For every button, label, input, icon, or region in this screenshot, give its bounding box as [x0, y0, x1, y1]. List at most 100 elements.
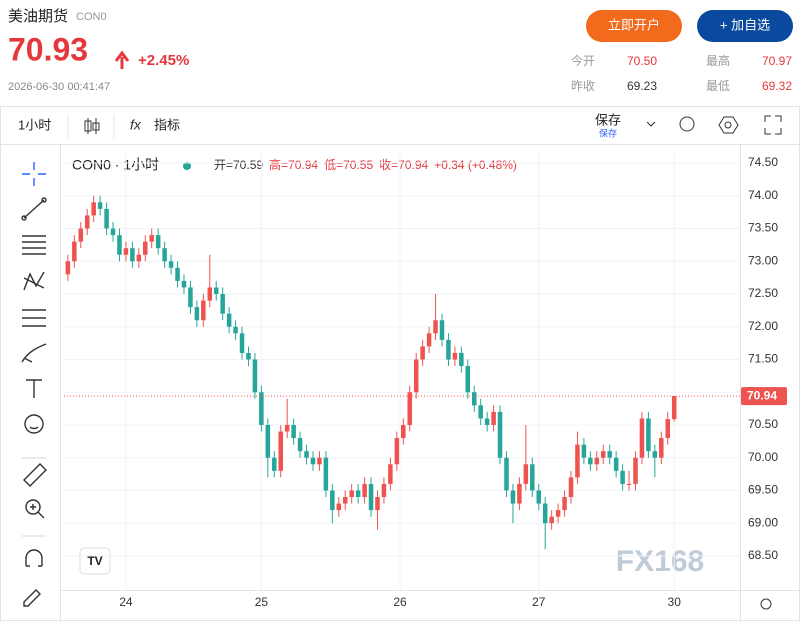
candle-body — [555, 510, 561, 517]
add-watch-button[interactable] — [697, 10, 793, 42]
y-tick-label: 72.00 — [748, 319, 778, 333]
candle-body — [459, 352, 464, 367]
candle-body — [510, 490, 516, 504]
candle-body — [91, 202, 96, 216]
stat-label: 昨收 — [571, 79, 595, 93]
tv-logo-text: TV — [87, 554, 102, 568]
add-watch-label[interactable]: + 加自选 — [720, 17, 770, 32]
candle-body — [162, 248, 167, 262]
candle-body — [239, 333, 245, 353]
candle-body — [530, 464, 535, 491]
y-tick-label: 70.00 — [748, 450, 778, 464]
indicators[interactable]: 指标 — [154, 117, 180, 132]
open-account-button[interactable] — [586, 10, 682, 42]
stat-label: 今开 — [571, 53, 595, 68]
candle-body — [659, 438, 664, 458]
candle-body — [594, 457, 600, 465]
candle-body — [355, 490, 361, 498]
legend-item: +0.34 (+0.48%) — [434, 158, 517, 172]
candle-body — [413, 359, 419, 393]
code: CON0 — [76, 11, 107, 23]
candle-body — [188, 287, 193, 308]
y-tick-label: 68.50 — [748, 548, 778, 562]
candle-body — [588, 457, 593, 465]
tv-logo[interactable] — [79, 547, 111, 575]
candle-body — [407, 392, 412, 425]
change: +2.45% — [138, 52, 189, 69]
candle-body — [401, 424, 406, 439]
candle-body — [536, 490, 542, 504]
candle-body — [394, 438, 400, 465]
stat-label: 最低 — [706, 79, 730, 93]
candle-body — [130, 248, 135, 262]
save[interactable]: 保存 — [595, 112, 621, 127]
candle-body — [497, 411, 503, 458]
candle-body — [600, 451, 606, 458]
y-tick-label: 74.50 — [748, 155, 778, 169]
x-tick-label: 26 — [393, 595, 407, 609]
settings-icon[interactable] — [718, 116, 739, 134]
fx-icon[interactable]: fx — [130, 117, 142, 133]
candle-body — [175, 267, 180, 281]
y-tick-label: 73.00 — [748, 253, 778, 267]
legend: 开=70.59 高=70.94 低=70.55 收=70.94 +0.34 (+0.48… — [214, 157, 517, 172]
stat-value: 69.32 — [762, 79, 792, 93]
candle-body — [278, 431, 283, 471]
candle-body — [213, 287, 219, 295]
open-account-label[interactable]: 立即开户 — [608, 17, 660, 32]
dropdown[interactable] — [646, 121, 656, 127]
candle-body — [504, 457, 509, 491]
legend-item: 开=70.59 — [214, 158, 263, 172]
candle-body — [291, 424, 296, 439]
legend-dot — [183, 162, 191, 170]
price: 70.93 — [8, 31, 88, 67]
candle-body — [330, 490, 335, 511]
y-tick-label: 72.50 — [748, 286, 778, 300]
candle-body — [465, 366, 471, 393]
candle-body — [342, 497, 348, 504]
candle-body — [517, 483, 522, 504]
candle-body — [375, 497, 380, 511]
fullscreen-icon[interactable] — [764, 115, 782, 135]
y-tick-label: 70.50 — [748, 417, 778, 431]
candle-body — [97, 202, 103, 209]
legend-item: 高=70.94 — [269, 157, 318, 172]
candle-body — [168, 261, 174, 268]
candle-body — [233, 326, 238, 334]
candle-body — [549, 516, 554, 524]
x-tick-label: 27 — [532, 595, 546, 609]
candle-body — [542, 503, 548, 524]
search-icon[interactable] — [679, 116, 695, 132]
candle-body — [117, 235, 122, 255]
candle-icon[interactable] — [84, 118, 100, 134]
y-tick-label: 69.00 — [748, 515, 778, 529]
interval[interactable]: 1小时 — [18, 117, 51, 132]
candle-body — [226, 313, 232, 327]
legend-item: 收=70.94 — [379, 158, 428, 172]
candle-body — [478, 405, 483, 419]
candle-body — [304, 451, 309, 458]
candle-body — [181, 280, 187, 288]
candle-body — [607, 451, 612, 458]
candle-body — [665, 419, 671, 439]
candle-body — [246, 352, 251, 360]
candle-body — [136, 254, 142, 262]
stat-value: 70.50 — [627, 54, 657, 68]
candle-body — [620, 470, 625, 484]
candle-body — [568, 477, 574, 498]
drawing-tools[interactable] — [21, 162, 47, 607]
candle-body — [104, 208, 109, 229]
settings-dot — [724, 121, 732, 129]
x-tick-label: 30 — [668, 595, 682, 609]
axis-settings[interactable] — [760, 598, 772, 610]
last-price-tag — [741, 387, 787, 406]
candle-body — [194, 307, 200, 321]
watermark: FX168 — [616, 545, 704, 578]
candle-body — [78, 228, 84, 242]
candle-body — [420, 346, 425, 360]
candle-body — [155, 235, 161, 249]
candle-body — [671, 396, 677, 420]
candle-body — [265, 424, 271, 458]
candle-body — [446, 339, 451, 360]
candle-body — [336, 503, 342, 511]
